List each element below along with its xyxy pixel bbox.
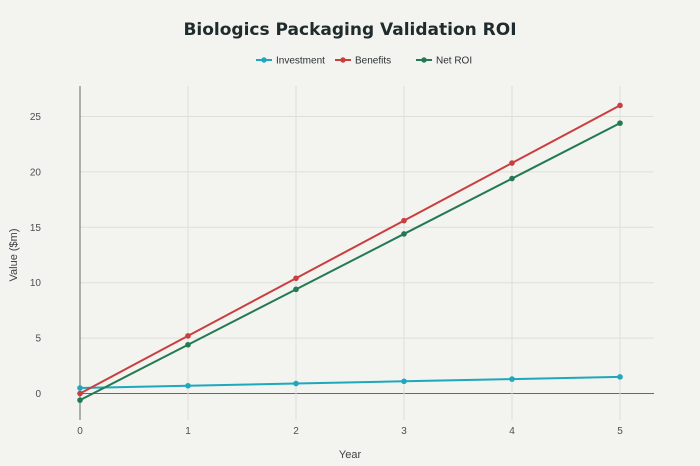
y-tick-label-5: 25 [30,112,42,123]
series-line-net-roi [79,122,621,402]
data-point-benefits-0 [77,390,83,397]
data-point-investment-1 [185,382,191,389]
x-tick-label-4: 4 [509,426,515,437]
legend-marker-icon [340,57,346,63]
legend-label: Net ROI [436,56,472,67]
legend-label: Investment [276,56,325,67]
data-point-benefits-4 [509,160,515,166]
y-tick-label-4: 20 [30,167,42,178]
legend-label: Benefits [355,56,391,67]
series-layer [77,102,623,403]
legend-marker-icon [421,57,427,63]
data-point-benefits-3 [401,217,407,224]
data-point-net-roi-2 [293,286,299,293]
x-tick-label-0: 0 [77,426,83,437]
data-point-benefits-1 [185,333,191,339]
data-point-net-roi-3 [401,231,407,237]
legend-item-net-roi: Net ROI [416,56,472,67]
x-tick-label-3: 3 [401,426,407,437]
data-point-net-roi-1 [185,341,191,348]
data-point-net-roi-5 [617,120,623,126]
legend-item-investment: Investment [256,56,325,67]
legend-marker-icon [261,57,267,63]
series-line-investment [79,375,621,389]
legend-item-benefits: Benefits [335,56,391,67]
plot-grid [79,86,654,420]
chart-title: Biologics Packaging Validation ROI [183,20,516,40]
series-line-benefits [79,104,621,395]
data-point-net-roi-4 [509,175,515,182]
data-point-net-roi-0 [77,397,83,403]
data-point-investment-5 [617,374,623,380]
x-tick-label-2: 2 [293,426,299,437]
data-point-benefits-5 [617,102,623,109]
y-tick-label-3: 15 [30,223,42,234]
x-tick-label-1: 1 [185,426,191,437]
data-point-investment-4 [509,376,515,382]
data-point-investment-0 [77,385,83,391]
y-axis-label: Value ($m) [8,229,20,282]
x-tick-label-5: 5 [617,426,623,437]
data-point-benefits-2 [293,275,299,282]
y-tick-label-2: 10 [30,278,42,289]
chart-legend: Investment Benefits Net ROI [256,56,472,67]
plot-axes: 0 5 10 15 20 25 0 1 2 3 4 5 [30,112,623,437]
y-tick-label-1: 5 [35,334,41,345]
data-point-investment-3 [401,378,407,385]
data-point-investment-2 [293,380,299,387]
x-axis-label: Year [339,449,362,461]
y-tick-label-0: 0 [35,389,41,400]
